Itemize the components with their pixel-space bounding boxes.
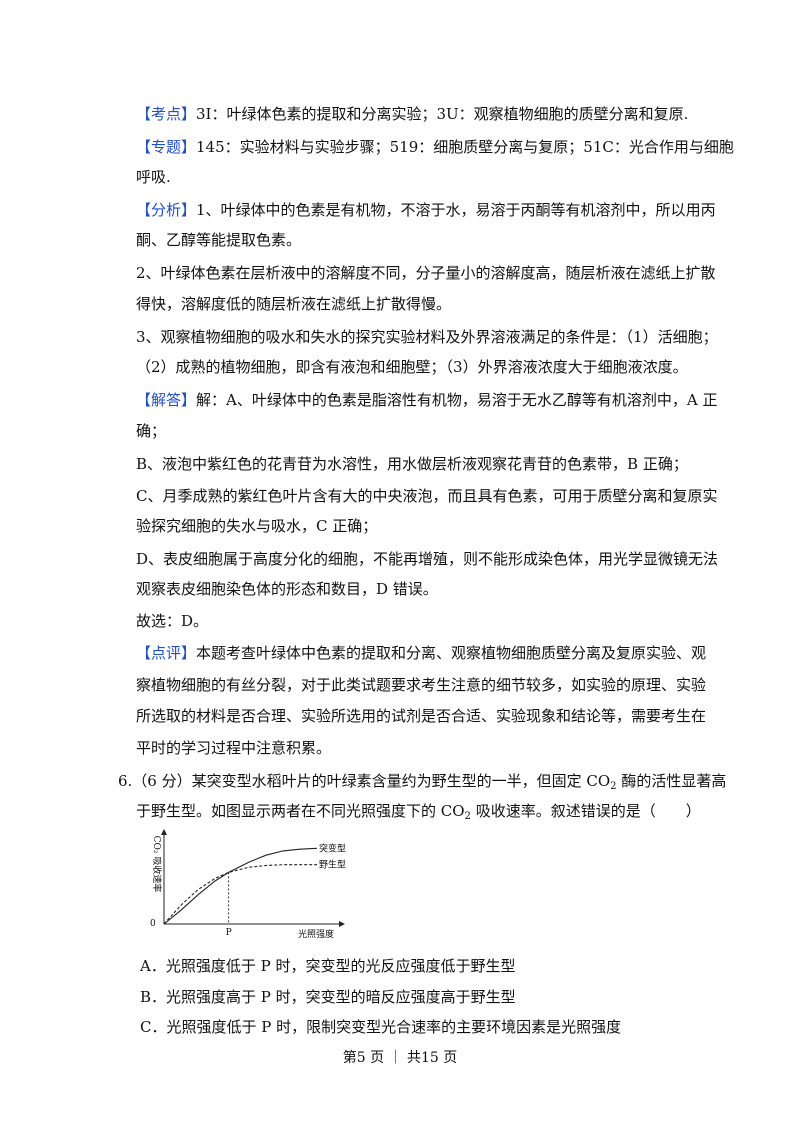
zhuanti-line: 【专题】145：实验材料与实验步骤；519：细胞质壁分离与复原；51C：光合作用… bbox=[136, 137, 734, 157]
zhuanti-text: 145：实验材料与实验步骤；519：细胞质壁分离与复原；51C：光合作用与细胞 bbox=[196, 138, 734, 156]
kaodian-line: 【考点】3I：叶绿体色素的提取和分离实验；3U：观察植物细胞的质壁分离和复原. bbox=[136, 104, 688, 124]
fenxi-text-6: （2）成熟的植物细胞，即含有液泡和细胞壁；（3）外界溶液浓度大于细胞液浓度。 bbox=[136, 358, 688, 376]
fenxi-tag: 【分析】 bbox=[136, 201, 197, 219]
jieda-text-1: 解：A、叶绿体中的色素是脂溶性有机物，易溶于无水乙醇等有机溶剂中，A 正 bbox=[196, 391, 718, 409]
fenxi-text-4: 得快，溶解度低的随层析液在滤纸上扩散得慢。 bbox=[136, 295, 452, 313]
dianping-text-3: 所选取的材料是否合理、实验所选用的试剂是否合适、实验现象和结论等，需要考生在 bbox=[136, 707, 707, 725]
dianping-text-1: 本题考查叶绿体中色素的提取和分离、观察植物细胞质壁分离及复原实验、观 bbox=[196, 644, 707, 662]
dianping-tag: 【点评】 bbox=[136, 644, 197, 662]
question-text-1b: 酶的活性显著高 bbox=[616, 772, 727, 790]
fenxi-text-3: 2、叶绿体色素在层析液中的溶解度不同，分子量小的溶解度高，随层析液在滤纸上扩散 bbox=[136, 264, 716, 282]
zhuanti-tag: 【专题】 bbox=[136, 138, 197, 156]
option-a: A．光照强度低于 P 时，突变型的光反应强度低于野生型 bbox=[140, 957, 516, 975]
option-b: B．光照强度高于 P 时，突变型的暗反应强度高于野生型 bbox=[140, 988, 516, 1006]
jieda-text-8: 故选：D。 bbox=[136, 612, 209, 630]
jieda-text-2: 确； bbox=[136, 422, 167, 440]
question-stem-line-2: 于野生型。如图显示两者在不同光照强度下的 CO2 吸收速率。叙述错误的是（ ） bbox=[136, 801, 701, 822]
question-text-1a: 6.（6 分）某突变型水稻叶片的叶绿素含量约为野生型的一半，但固定 CO bbox=[118, 772, 611, 790]
jieda-line: 【解答】解：A、叶绿体中的色素是脂溶性有机物，易溶于无水乙醇等有机溶剂中，A 正 bbox=[136, 390, 717, 410]
fenxi-text-2: 酮、乙醇等能提取色素。 bbox=[136, 231, 302, 249]
jieda-text-3: B、液泡中紫红色的花青苷为水溶性，用水做层析液观察花青苷的色素带，B 正确； bbox=[136, 455, 688, 473]
fenxi-text-1: 1、叶绿体中的色素是有机物，不溶于水，易溶于丙酮等有机溶剂中，所以用丙 bbox=[196, 201, 716, 219]
series-label-wild-type: 野生型 bbox=[319, 859, 346, 871]
co2-subscript: 2 bbox=[464, 811, 471, 822]
jieda-text-5: 验探究细胞的失水与吸水，C 正确； bbox=[136, 517, 378, 535]
fenxi-line: 【分析】1、叶绿体中的色素是有机物，不溶于水，易溶于丙酮等有机溶剂中，所以用丙 bbox=[136, 200, 716, 220]
jieda-text-6: D、表皮细胞属于高度分化的细胞，不能再增殖，则不能形成染色体，用光学显微镜无法 bbox=[136, 550, 719, 568]
question-stem-line-1: 6.（6 分）某突变型水稻叶片的叶绿素含量约为野生型的一半，但固定 CO2 酶的… bbox=[118, 771, 727, 792]
page-footer: 第5 页 ｜ 共15 页 bbox=[342, 1050, 458, 1066]
co2-subscript: 2 bbox=[610, 781, 617, 792]
zhuanti-cont: 呼吸. bbox=[136, 168, 171, 186]
kaodian-tag: 【考点】 bbox=[136, 105, 197, 123]
series-label-mutant: 突变型 bbox=[319, 842, 346, 854]
x-axis-label: 光照强度 bbox=[298, 928, 334, 940]
dianping-text-4: 平时的学习过程中注意积累。 bbox=[136, 739, 332, 757]
series-line-mutant bbox=[163, 847, 318, 925]
dianping-line: 【点评】本题考查叶绿体中色素的提取和分离、观察植物细胞质壁分离及复原实验、观 bbox=[136, 643, 706, 663]
jieda-text-7: 观察表皮细胞染色体的形态和数目，D 错误。 bbox=[136, 580, 438, 598]
jieda-tag: 【解答】 bbox=[136, 391, 197, 409]
kaodian-text: 3I：叶绿体色素的提取和分离实验；3U：观察植物细胞的质壁分离和复原. bbox=[196, 105, 689, 123]
question-text-2a: 于野生型。如图显示两者在不同光照强度下的 CO bbox=[136, 802, 465, 820]
origin-label: 0 bbox=[150, 919, 156, 929]
series-line-wild-type bbox=[163, 864, 317, 925]
dianping-text-2: 察植物细胞的有丝分裂，对于此类试题要求考生注意的细节较多，如实验的原理、实验 bbox=[136, 676, 707, 694]
p-mark-label: P bbox=[226, 928, 232, 938]
fenxi-text-5: 3、观察植物细胞的吸水和失水的探究实验材料及外界溶液满足的条件是：（1）活细胞； bbox=[136, 328, 718, 346]
y-axis-label: CO₂ 吸收速率 bbox=[151, 836, 163, 893]
question-text-2b: 吸收速率。叙述错误的是（ ） bbox=[470, 802, 701, 820]
option-c: C．光照强度低于 P 时，限制突变型光合速率的主要环境因素是光照强度 bbox=[140, 1018, 622, 1036]
jieda-text-4: C、月季成熟的紫红色叶片含有大的中央液泡，而且具有色素，可用于质壁分离和复原实 bbox=[136, 487, 718, 505]
